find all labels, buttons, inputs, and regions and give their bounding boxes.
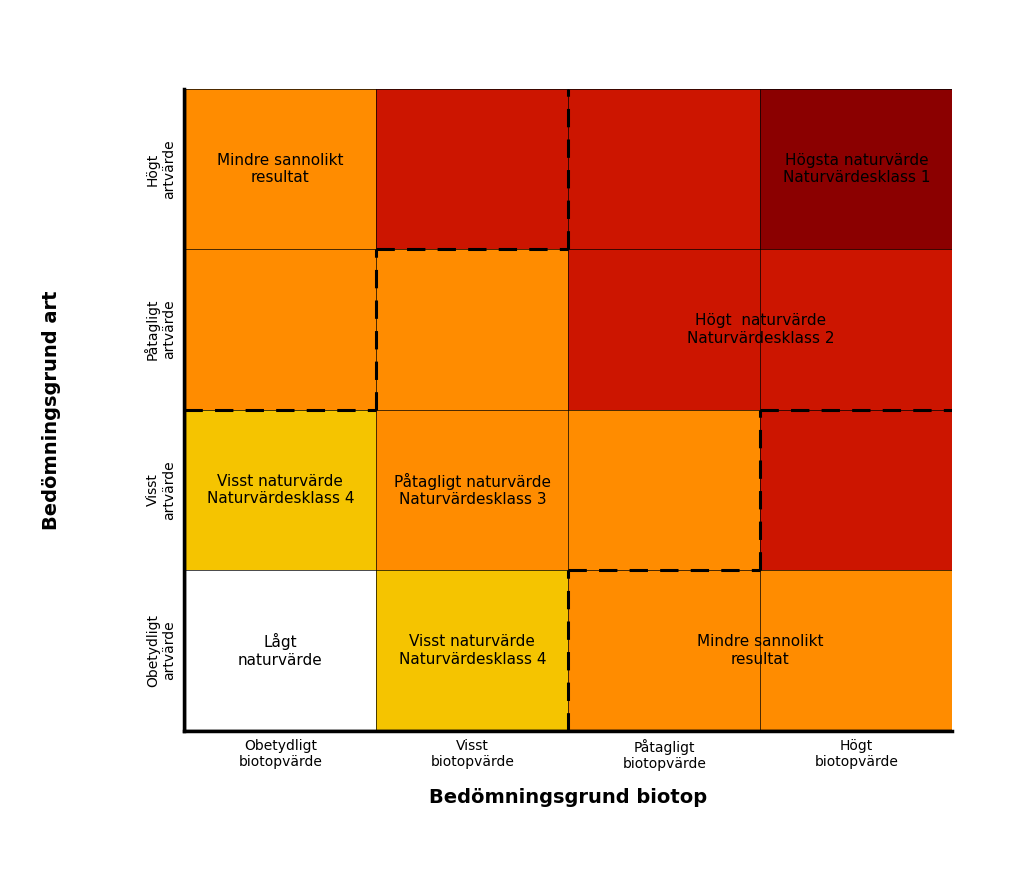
Bar — [568, 410, 760, 570]
Bar — [184, 249, 377, 410]
Text: Mindre sannolikt
resultat: Mindre sannolikt resultat — [697, 634, 823, 666]
X-axis label: Bedömningsgrund biotop: Bedömningsgrund biotop — [429, 788, 708, 806]
Bar — [760, 410, 952, 570]
Bar — [760, 570, 952, 731]
Bar — [568, 249, 760, 410]
Bar — [377, 570, 568, 731]
Text: Påtagligt naturvärde
Naturvärdesklass 3: Påtagligt naturvärde Naturvärdesklass 3 — [394, 473, 551, 507]
Bar — [568, 570, 760, 731]
Bar — [377, 249, 568, 410]
Y-axis label: Bedömningsgrund art: Bedömningsgrund art — [42, 290, 60, 529]
Text: Mindre sannolikt
resultat: Mindre sannolikt resultat — [217, 153, 344, 185]
Bar — [184, 570, 377, 731]
Bar — [184, 89, 377, 249]
Text: Högt  naturvärde
Naturvärdesklass 2: Högt naturvärde Naturvärdesklass 2 — [686, 314, 835, 346]
Text: Lågt
naturvärde: Lågt naturvärde — [238, 634, 323, 667]
Text: Högsta naturvärde
Naturvärdesklass 1: Högsta naturvärde Naturvärdesklass 1 — [782, 153, 930, 185]
Bar — [760, 249, 952, 410]
Text: Visst naturvärde
Naturvärdesklass 4: Visst naturvärde Naturvärdesklass 4 — [398, 634, 546, 666]
Bar — [760, 89, 952, 249]
Bar — [377, 89, 568, 249]
Text: Visst naturvärde
Naturvärdesklass 4: Visst naturvärde Naturvärdesklass 4 — [207, 474, 354, 506]
Bar — [377, 410, 568, 570]
Bar — [568, 89, 760, 249]
Bar — [184, 410, 377, 570]
